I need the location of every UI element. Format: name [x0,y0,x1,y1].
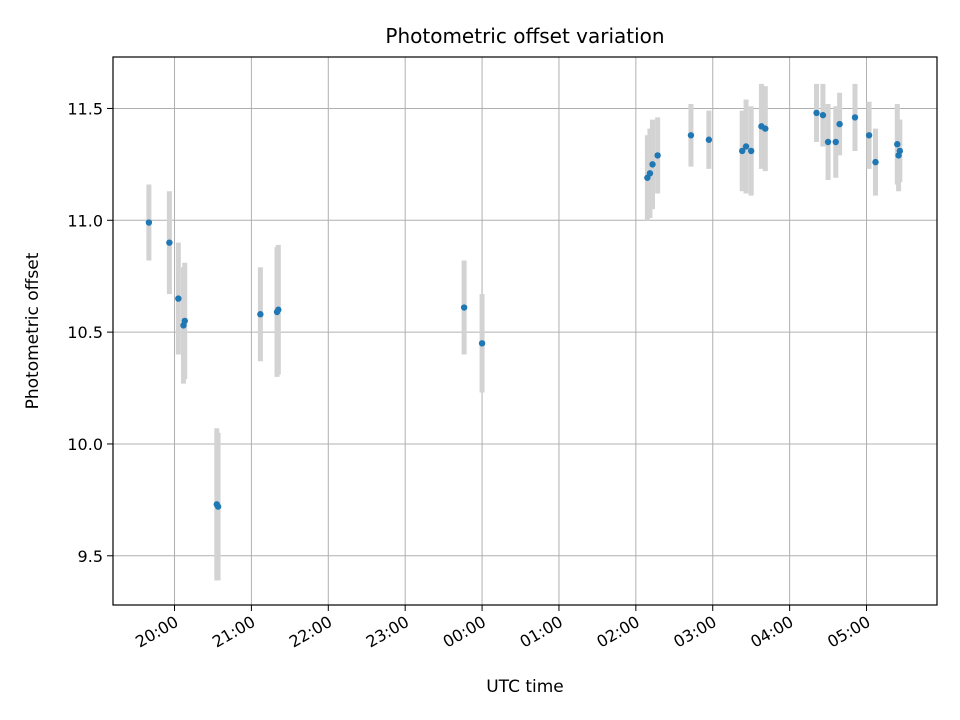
data-point [836,120,843,128]
data-point [894,141,901,148]
plot-frame [112,56,938,606]
y-tick-label: 10.5 [67,323,103,342]
data-point [896,147,904,155]
data-point [145,219,153,226]
data-point [872,158,879,166]
data-point [747,147,755,155]
data-point [646,170,654,177]
data-point [687,132,695,139]
data-point [865,132,873,139]
y-tick-label: 9.5 [78,547,103,566]
data-point [742,143,750,150]
data-point [705,136,713,143]
data-point [257,311,264,318]
y-tick-label: 11.5 [67,99,103,118]
data-point [460,304,468,311]
data-point [739,147,746,155]
y-tick-label: 11.0 [67,211,103,230]
y-axis-label: Photometric offset [23,252,43,409]
data-point [181,317,188,325]
point-layer [145,109,904,510]
grid-layer [113,57,937,605]
data-point [851,114,859,121]
data-point [762,125,769,132]
data-point [478,340,486,347]
data-point [649,161,656,168]
data-point [175,295,182,302]
x-axis-label: UTC time [486,677,564,697]
data-point [824,138,832,146]
data-point [275,306,282,313]
data-point [813,109,820,117]
data-point [654,152,661,159]
chart-title: Photometric offset variation [385,24,664,48]
data-point [832,138,839,146]
data-point [819,111,827,119]
y-tick-label: 10.0 [67,435,103,454]
data-point [214,503,222,510]
data-point [166,239,173,246]
